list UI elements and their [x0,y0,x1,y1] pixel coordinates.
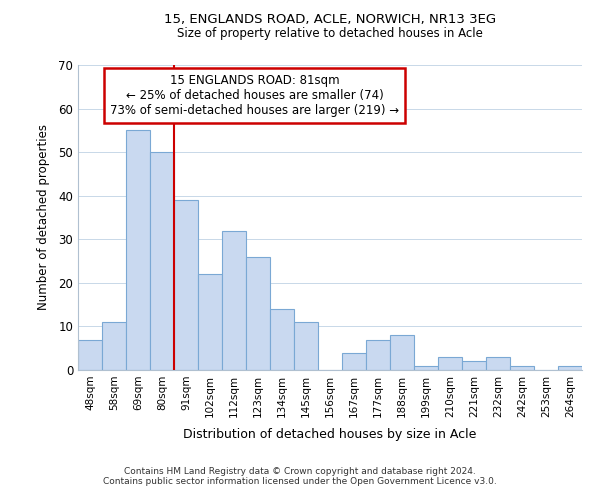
Bar [246,256,270,370]
Bar [510,366,534,370]
X-axis label: Distribution of detached houses by size in Acle: Distribution of detached houses by size … [184,428,476,441]
Bar [78,340,102,370]
Text: 15 ENGLANDS ROAD: 81sqm
← 25% of detached houses are smaller (74)
73% of semi-de: 15 ENGLANDS ROAD: 81sqm ← 25% of detache… [110,74,399,117]
Bar [102,322,126,370]
Bar [198,274,222,370]
Bar [390,335,414,370]
Bar [486,357,510,370]
Bar [150,152,174,370]
Bar [462,362,486,370]
Text: Size of property relative to detached houses in Acle: Size of property relative to detached ho… [177,28,483,40]
Text: Contains HM Land Registry data © Crown copyright and database right 2024.: Contains HM Land Registry data © Crown c… [124,467,476,476]
Bar [294,322,318,370]
Text: Contains public sector information licensed under the Open Government Licence v3: Contains public sector information licen… [103,477,497,486]
Bar [438,357,462,370]
Bar [366,340,390,370]
Bar [270,309,294,370]
Bar [174,200,198,370]
Y-axis label: Number of detached properties: Number of detached properties [37,124,50,310]
Bar [342,352,366,370]
Bar [126,130,150,370]
Text: 15, ENGLANDS ROAD, ACLE, NORWICH, NR13 3EG: 15, ENGLANDS ROAD, ACLE, NORWICH, NR13 3… [164,12,496,26]
Bar [414,366,438,370]
Bar [558,366,582,370]
Bar [222,230,246,370]
